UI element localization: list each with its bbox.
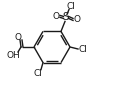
Text: O: O bbox=[14, 32, 21, 41]
Text: Cl: Cl bbox=[78, 44, 87, 53]
Text: OH: OH bbox=[6, 50, 20, 59]
Text: Cl: Cl bbox=[33, 69, 42, 78]
Text: O: O bbox=[52, 12, 59, 21]
Text: O: O bbox=[73, 15, 80, 24]
Text: Cl: Cl bbox=[66, 2, 75, 11]
Text: S: S bbox=[62, 12, 69, 22]
